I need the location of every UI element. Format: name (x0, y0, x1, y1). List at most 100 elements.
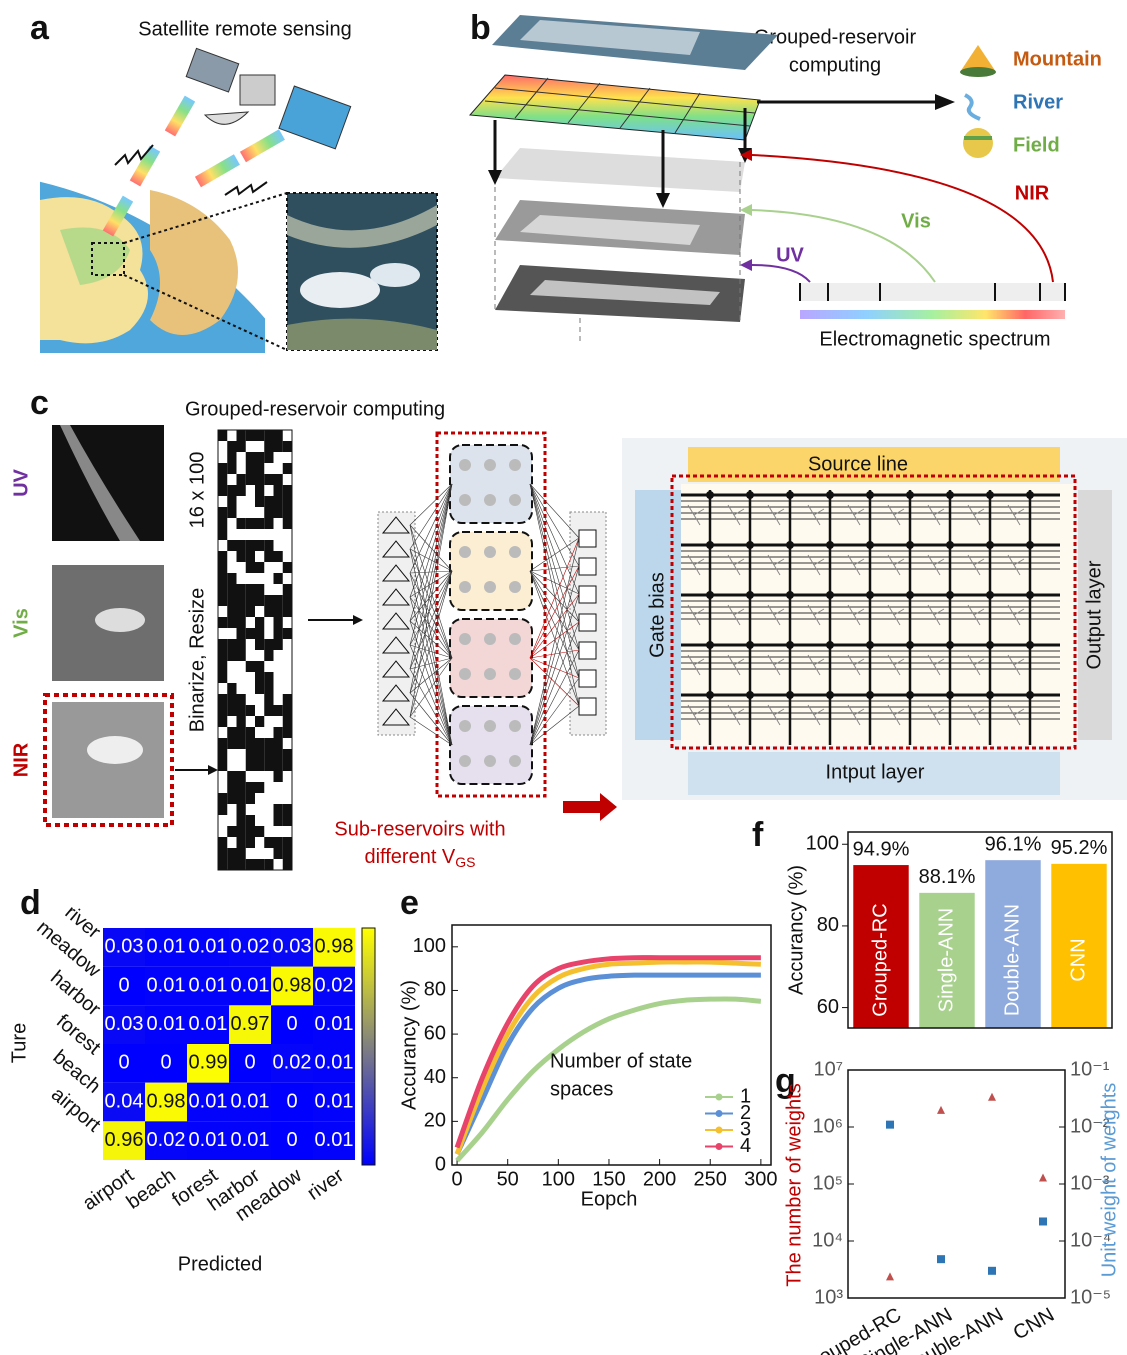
class-label: Mountain (1013, 48, 1102, 70)
link (410, 571, 452, 573)
pixel (255, 749, 264, 760)
pixel (255, 463, 264, 474)
pixel (274, 441, 283, 452)
category-label: Grouped-RC (869, 903, 891, 1016)
pixel (283, 848, 292, 859)
value-label: 94.9% (853, 838, 910, 860)
pixel (255, 683, 264, 694)
y-tick-label: 40 (424, 1066, 446, 1088)
pixel (255, 584, 264, 595)
output-layer: Output layer (1083, 560, 1105, 669)
pixel (274, 606, 283, 617)
y-tick-label: 10⁴ (812, 1229, 843, 1251)
pixel (274, 639, 283, 650)
pixel (283, 518, 292, 529)
pixel (218, 507, 227, 518)
x-tick-label: 300 (744, 1168, 777, 1190)
node (746, 641, 754, 649)
pixel (283, 463, 292, 474)
y-tick-label: 10⁷ (814, 1058, 843, 1080)
node (786, 641, 794, 649)
panel-c: c Grouped-reservoir computing UV Vis NIR… (10, 384, 1127, 870)
pixel (218, 760, 227, 771)
cell-label: 0.04 (105, 1090, 144, 1112)
pixel (227, 771, 236, 782)
pixel (246, 782, 255, 793)
pixel (255, 452, 264, 463)
neuron (484, 581, 496, 593)
pixel (237, 738, 246, 749)
cell-label: 0 (286, 1129, 297, 1151)
pixel (283, 705, 292, 716)
cell-label: 0.98 (315, 936, 354, 958)
pixel (283, 859, 292, 870)
y-tick-label: 10⁵ (812, 1172, 843, 1194)
pixel (255, 518, 264, 529)
pixel (255, 782, 264, 793)
pixel (274, 771, 283, 782)
cell-label: 0.01 (189, 1090, 228, 1112)
pixel (283, 837, 292, 848)
pixel (237, 727, 246, 738)
pixel (227, 617, 236, 628)
output-node (579, 642, 596, 659)
neuron (484, 459, 496, 471)
note: different V (364, 846, 455, 868)
binary-image (218, 430, 292, 870)
node (786, 591, 794, 599)
neuron (459, 459, 471, 471)
link (410, 525, 452, 745)
panel-label: a (30, 9, 50, 47)
value-label: 95.2% (1051, 837, 1108, 859)
pixel (246, 661, 255, 672)
pixel (246, 760, 255, 771)
pixel (237, 650, 246, 661)
pixel (246, 815, 255, 826)
marker (937, 1106, 945, 1114)
pixel (237, 474, 246, 485)
output-node (579, 558, 596, 575)
pixel (218, 639, 227, 650)
cell-label: 0.97 (231, 1013, 270, 1035)
pixel (237, 705, 246, 716)
pixel (255, 738, 264, 749)
pixel (227, 782, 236, 793)
pixel (227, 507, 236, 518)
pixel (237, 859, 246, 870)
pixel (218, 661, 227, 672)
node (706, 641, 714, 649)
pixel (237, 606, 246, 617)
pixel (283, 496, 292, 507)
node (866, 541, 874, 549)
pixel (246, 705, 255, 716)
legend-label: 4 (740, 1135, 751, 1157)
page: a Satellite remote sensing b Grouped-res… (0, 0, 1127, 1355)
x-tick-label: CNN (1010, 1304, 1059, 1345)
pixel (218, 584, 227, 595)
pixel (274, 727, 283, 738)
pixel (264, 474, 273, 485)
satellite (186, 48, 351, 148)
pixel (264, 705, 273, 716)
pixel (227, 793, 236, 804)
neuron (484, 546, 496, 558)
node (746, 591, 754, 599)
neuron (484, 668, 496, 680)
link (410, 597, 452, 745)
pixel (237, 694, 246, 705)
cell-label: 0.01 (231, 1090, 270, 1112)
pixel (227, 738, 236, 749)
pixel (227, 496, 236, 507)
output-node (579, 614, 596, 631)
pixel (218, 738, 227, 749)
node (746, 541, 754, 549)
cell-label: 0.01 (147, 974, 186, 996)
marker (886, 1121, 894, 1129)
pixel (237, 716, 246, 727)
band-label: NIR (1015, 182, 1050, 204)
marker (988, 1267, 996, 1275)
pixel (218, 672, 227, 683)
node (786, 491, 794, 499)
class-label: Field (1013, 134, 1060, 156)
pixel (283, 804, 292, 815)
